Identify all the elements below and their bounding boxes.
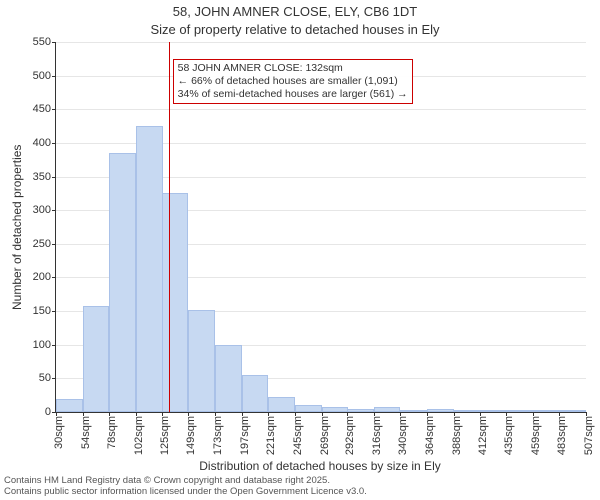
- histogram-bar: [322, 407, 349, 412]
- annotation-line-2: ← 66% of detached houses are smaller (1,…: [178, 75, 408, 88]
- annotation-line-3: 34% of semi-detached houses are larger (…: [178, 88, 408, 101]
- y-tick-label: 100: [33, 339, 51, 351]
- y-tick-label: 0: [45, 406, 51, 418]
- gridline: [56, 42, 586, 43]
- chart-title-sub: Size of property relative to detached ho…: [0, 22, 590, 37]
- data-attribution: Contains HM Land Registry data © Crown c…: [4, 476, 367, 498]
- x-tick-label: 316sqm: [371, 416, 383, 455]
- histogram-bar: [136, 126, 163, 412]
- x-tick-label: 245sqm: [292, 416, 304, 455]
- x-tick-label: 435sqm: [503, 416, 515, 455]
- x-tick-label: 340sqm: [397, 416, 409, 455]
- y-tick-label: 400: [33, 137, 51, 149]
- histogram-bar: [215, 345, 242, 412]
- x-tick-label: 388sqm: [451, 416, 463, 455]
- x-tick-label: 54sqm: [80, 416, 92, 449]
- x-tick-label: 364sqm: [424, 416, 436, 455]
- x-tick-label: 412sqm: [477, 416, 489, 455]
- x-axis-label: Distribution of detached houses by size …: [55, 459, 585, 473]
- y-tick-label: 550: [33, 36, 51, 48]
- histogram-bar: [400, 410, 427, 412]
- histogram-bar: [533, 410, 560, 412]
- y-tick-label: 450: [33, 103, 51, 115]
- x-tick-label: 507sqm: [583, 416, 595, 455]
- annotation-line-1: 58 JOHN AMNER CLOSE: 132sqm: [178, 62, 408, 75]
- x-tick-label: 197sqm: [239, 416, 251, 455]
- histogram-bar: [268, 397, 295, 412]
- y-tick-mark: [52, 143, 56, 144]
- histogram-bar: [188, 310, 215, 412]
- x-tick-label: 30sqm: [53, 416, 65, 449]
- reference-line: [169, 42, 170, 412]
- x-tick-label: 149sqm: [185, 416, 197, 455]
- histogram-bar: [109, 153, 136, 412]
- x-tick-label: 173sqm: [212, 416, 224, 455]
- y-axis-label: Number of detached properties: [10, 42, 24, 412]
- histogram-bar: [427, 409, 454, 412]
- chart-title-main: 58, JOHN AMNER CLOSE, ELY, CB6 1DT: [0, 4, 590, 19]
- y-tick-mark: [52, 311, 56, 312]
- y-tick-label: 200: [33, 271, 51, 283]
- x-tick-label: 125sqm: [159, 416, 171, 455]
- histogram-bar: [56, 399, 83, 412]
- histogram-bar: [559, 410, 586, 412]
- y-tick-mark: [52, 109, 56, 110]
- y-tick-label: 250: [33, 238, 51, 250]
- x-tick-label: 292sqm: [344, 416, 356, 455]
- histogram-bar: [347, 409, 374, 412]
- x-tick-label: 78sqm: [106, 416, 118, 449]
- histogram-bar: [374, 407, 401, 412]
- histogram-bar: [162, 193, 189, 412]
- y-tick-mark: [52, 277, 56, 278]
- y-tick-label: 350: [33, 171, 51, 183]
- histogram-bar: [506, 410, 533, 412]
- x-tick-label: 459sqm: [530, 416, 542, 455]
- y-tick-label: 150: [33, 305, 51, 317]
- histogram-bar: [454, 410, 481, 412]
- histogram-bar: [242, 375, 269, 412]
- y-tick-mark: [52, 177, 56, 178]
- histogram-bar: [480, 410, 507, 412]
- y-tick-mark: [52, 244, 56, 245]
- y-tick-label: 500: [33, 70, 51, 82]
- y-tick-mark: [52, 345, 56, 346]
- y-tick-mark: [52, 76, 56, 77]
- histogram-bar: [295, 405, 322, 412]
- y-tick-mark: [52, 210, 56, 211]
- plot-area: 05010015020025030035040045050055030sqm54…: [55, 42, 586, 413]
- y-tick-label: 300: [33, 204, 51, 216]
- histogram-bar: [83, 306, 110, 412]
- y-tick-label: 50: [39, 372, 51, 384]
- property-annotation: 58 JOHN AMNER CLOSE: 132sqm← 66% of deta…: [173, 59, 413, 104]
- x-tick-label: 102sqm: [133, 416, 145, 455]
- x-tick-label: 269sqm: [319, 416, 331, 455]
- y-tick-mark: [52, 378, 56, 379]
- gridline: [56, 109, 586, 110]
- attribution-line-2: Contains public sector information licen…: [4, 487, 367, 498]
- y-tick-mark: [52, 42, 56, 43]
- x-tick-label: 221sqm: [265, 416, 277, 455]
- x-tick-label: 483sqm: [556, 416, 568, 455]
- property-size-chart: 58, JOHN AMNER CLOSE, ELY, CB6 1DT Size …: [0, 0, 600, 500]
